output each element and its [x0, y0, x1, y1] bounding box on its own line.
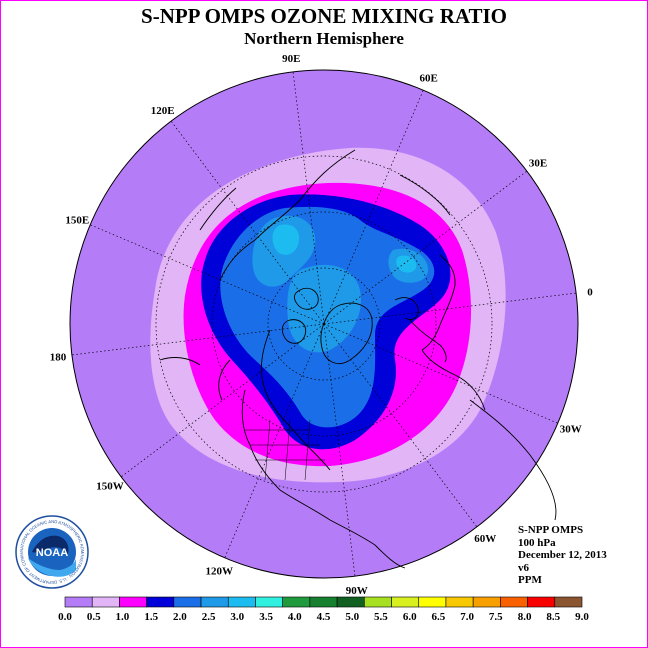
longitude-label: 60W: [474, 533, 496, 545]
noaa-logo: NOAA NATIONAL OCEANIC AND ATMOSPHERIC AD…: [14, 514, 89, 589]
longitude-label: 0: [587, 286, 593, 298]
longitude-label: 30W: [560, 424, 582, 436]
info-level: 100 hPa: [518, 536, 556, 549]
coastlines: [159, 149, 557, 569]
longitude-label: 150E: [65, 214, 89, 226]
info-date: December 12, 2013: [518, 549, 607, 561]
latitude-circles: [155, 155, 493, 493]
info-panel: S-NPP OMPS 100 hPa December 12, 2013 v6 …: [518, 524, 607, 587]
longitude-label: 120W: [206, 566, 234, 578]
longitude-label: 30E: [529, 158, 547, 170]
longitude-label: 180: [50, 352, 67, 364]
info-instrument: S-NPP OMPS: [518, 524, 584, 536]
info-version: v6: [518, 561, 529, 574]
map-subtitle: Northern Hemisphere: [244, 29, 404, 48]
longitude-label: 60E: [420, 72, 438, 84]
map-title: S-NPP OMPS OZONE MIXING RATIO: [141, 4, 507, 28]
longitude-label: 90E: [282, 53, 300, 65]
info-units: PPM: [518, 574, 542, 586]
longitude-labels: 90E 60E 30E 0 30W 60W 90W 120W 150W 180 150E 120E: [50, 53, 594, 597]
longitude-label: 120E: [151, 105, 175, 117]
logo-center-text: NOAA: [36, 547, 68, 559]
longitude-label: 90W: [346, 585, 368, 597]
longitude-label: 150W: [96, 480, 124, 492]
